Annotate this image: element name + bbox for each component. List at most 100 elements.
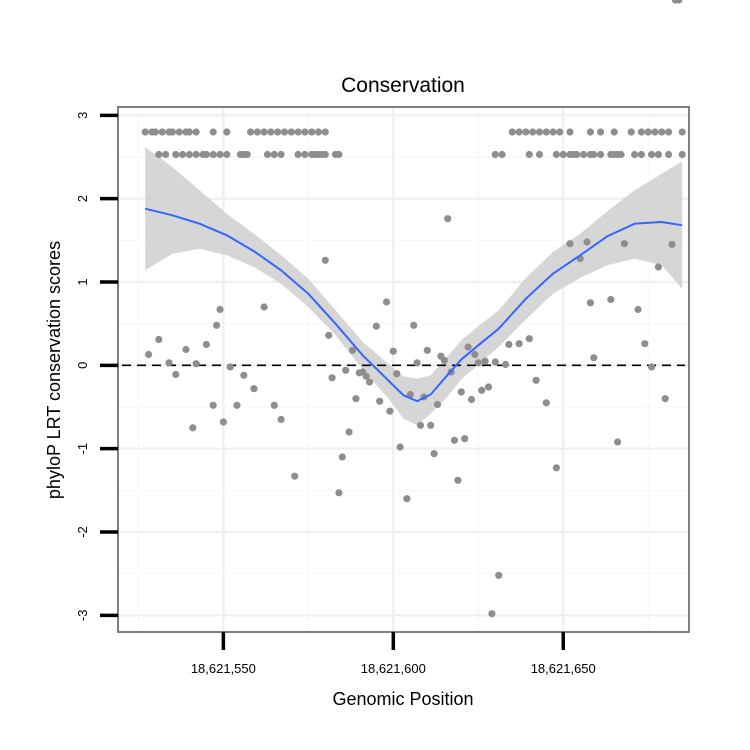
y-tick-label: -3 [75,610,90,622]
data-point [158,128,166,136]
data-point [583,238,591,246]
data-point [274,128,282,136]
data-point [481,357,489,365]
data-point [597,128,605,136]
data-point [253,128,261,136]
data-point [325,331,333,339]
data-point [372,322,380,330]
data-point [522,128,530,136]
data-point [410,321,418,329]
data-point [308,128,316,136]
data-point [535,128,544,136]
data-point [508,128,516,136]
data-point [260,303,268,311]
data-point [552,464,561,472]
data-point [484,383,493,391]
data-point [243,150,251,159]
data-point [654,263,663,271]
data-point [270,150,278,159]
data-point [501,360,510,369]
data-point [535,150,544,159]
data-point [277,415,285,424]
smooth-trend-line [144,207,683,403]
data-point [549,128,557,136]
data-point [620,240,629,248]
data-point [491,358,499,366]
data-point [648,150,656,159]
data-point [552,150,561,159]
data-point [321,150,329,159]
data-point [423,346,431,354]
plot-panel-border [117,106,690,633]
data-point [287,128,295,136]
y-tick-label: 1 [75,278,90,285]
data-point [416,421,425,429]
data-point [658,128,666,136]
data-point [467,395,476,404]
data-point [542,128,550,136]
data-point [614,438,622,446]
data-point [454,476,462,484]
data-point [505,340,513,349]
data-point [675,0,683,4]
data-point [515,128,523,136]
data-point [457,388,465,396]
data-point [637,150,646,159]
data-point [342,366,350,374]
data-point [263,150,272,159]
data-point [661,395,669,403]
data-point [223,128,231,136]
data-point [464,343,472,351]
data-point [182,345,190,354]
data-point [525,335,533,343]
data-point [651,128,659,136]
data-point [471,350,479,359]
data-point [665,128,673,136]
data-point [495,571,503,579]
data-point [586,299,595,307]
data-point [450,436,459,444]
data-point [644,128,652,136]
data-point [631,150,639,159]
data-point [386,407,394,415]
data-point [267,128,275,136]
data-point [617,150,625,159]
data-point [192,360,200,368]
data-point [532,376,540,384]
data-point [226,363,234,371]
data-point [335,150,343,159]
data-point [474,359,482,367]
data-point [406,390,414,399]
data-point [440,356,448,364]
data-point [678,150,686,159]
data-point [179,150,187,159]
data-point [338,453,346,461]
data-point [192,128,200,136]
y-axis: -3 -2 -1 0 1 2 3 [75,112,118,621]
x-tick-label: 18,621,650 [531,661,596,676]
data-point [430,450,438,458]
data-point [223,150,231,159]
data-point [515,340,523,348]
data-point [566,240,574,248]
x-axis: 18,621,550 18,621,600 18,621,650 [191,632,596,676]
data-point [542,399,550,407]
data-point [382,298,391,306]
data-point [491,150,499,159]
data-point [389,347,397,355]
data-point [219,418,227,426]
data-point [233,401,241,409]
data-point [478,386,486,394]
data-point [427,421,435,429]
data-point [168,128,176,136]
data-point [216,305,224,314]
data-point [573,150,581,159]
smooth-line [144,207,683,403]
data-point [559,150,567,159]
data-point [209,401,217,409]
data-point [328,374,336,382]
data-point [291,472,299,480]
data-point [668,240,676,249]
data-point [165,359,173,367]
